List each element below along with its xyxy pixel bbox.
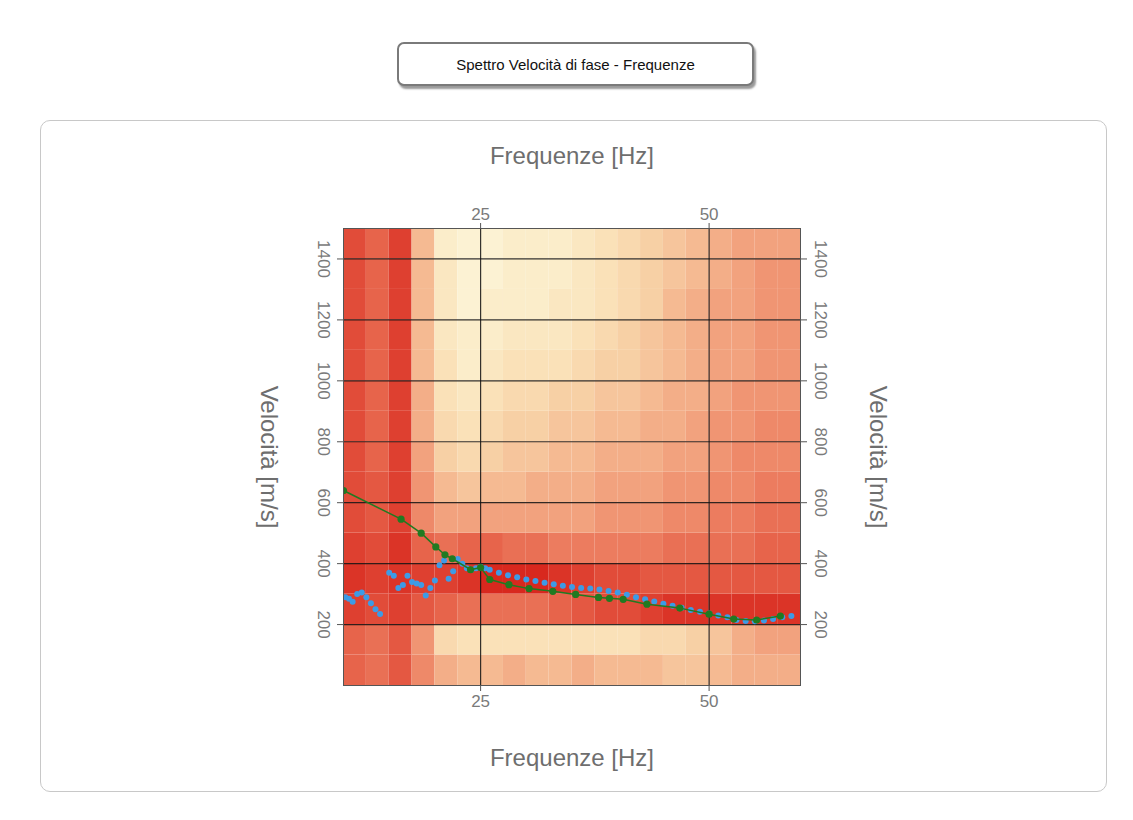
svg-text:600: 600 (811, 489, 830, 517)
svg-text:200: 200 (811, 610, 830, 638)
svg-text:1200: 1200 (314, 301, 333, 339)
svg-text:200: 200 (314, 610, 333, 638)
svg-text:1400: 1400 (811, 240, 830, 278)
html-text:Velocità [m/s]: Velocità [m/s] (865, 385, 892, 529)
svg-text:25: 25 (471, 692, 490, 711)
svg-text:1000: 1000 (811, 362, 830, 400)
svg-text:1400: 1400 (314, 240, 333, 278)
html-text:Frequenze [Hz]: Frequenze [Hz] (490, 142, 654, 169)
svg-text:50: 50 (700, 692, 719, 711)
html-text:Velocità [m/s]: Velocità [m/s] (256, 385, 283, 529)
svg-text:400: 400 (811, 549, 830, 577)
html-text:Frequenze [Hz]: Frequenze [Hz] (490, 744, 654, 771)
svg-text:1000: 1000 (314, 362, 333, 400)
html-text:Spettro Velocità di fase - Fre: Spettro Velocità di fase - Frequenze (456, 55, 695, 73)
svg-text:800: 800 (811, 428, 830, 456)
svg-text:600: 600 (314, 489, 333, 517)
svg-text:800: 800 (314, 428, 333, 456)
svg-text:1200: 1200 (811, 301, 830, 339)
svg-text:50: 50 (700, 205, 719, 224)
svg-text:400: 400 (314, 549, 333, 577)
svg-text:25: 25 (471, 205, 490, 224)
